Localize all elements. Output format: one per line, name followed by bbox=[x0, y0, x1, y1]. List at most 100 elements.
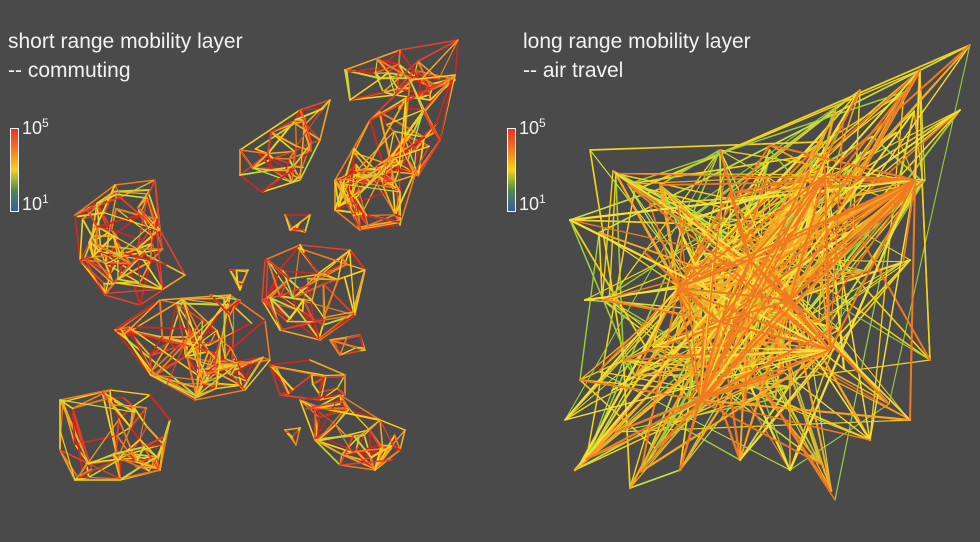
air-travel-edge bbox=[699, 179, 916, 401]
air-travel-edge bbox=[577, 286, 680, 468]
commuting-edge bbox=[150, 341, 170, 373]
commuting-edge bbox=[145, 425, 164, 446]
commuting-edge bbox=[261, 299, 281, 331]
commuting-edge bbox=[224, 347, 232, 360]
commuting-edge bbox=[365, 97, 407, 170]
commuting-edge bbox=[115, 193, 148, 199]
commuting-edge bbox=[314, 439, 319, 442]
commuting-edge bbox=[149, 354, 153, 373]
commuting-edge bbox=[79, 218, 84, 261]
commuting-edge bbox=[296, 308, 321, 341]
air-travel-edge bbox=[736, 69, 921, 226]
air-travel-edge bbox=[902, 179, 916, 263]
air-travel-edge bbox=[834, 179, 926, 328]
commuting-edge bbox=[159, 299, 164, 339]
commuting-edge bbox=[292, 283, 325, 299]
commuting-edge bbox=[107, 397, 117, 452]
commuting-edge bbox=[114, 329, 151, 376]
commuting-edge bbox=[195, 387, 217, 397]
commuting-edge bbox=[398, 97, 407, 166]
commuting-edge bbox=[136, 242, 154, 250]
commuting-edge bbox=[343, 276, 356, 316]
commuting-edge bbox=[81, 190, 116, 220]
commuting-legend-min: 101 bbox=[22, 192, 49, 214]
commuting-edge bbox=[359, 221, 402, 230]
commuting-edge bbox=[285, 167, 294, 184]
commuting-edge bbox=[239, 174, 263, 193]
commuting-edge bbox=[388, 156, 397, 160]
commuting-edge bbox=[235, 269, 247, 273]
commuting-edge bbox=[112, 446, 145, 456]
commuting-edge bbox=[349, 94, 396, 101]
commuting-edge bbox=[289, 298, 305, 320]
commuting-edge bbox=[117, 218, 158, 256]
commuting-edge bbox=[279, 244, 301, 271]
commuting-edge bbox=[369, 119, 384, 164]
commuting-edge bbox=[373, 49, 401, 74]
commuting-edge bbox=[353, 173, 366, 179]
commuting-edge bbox=[139, 260, 152, 284]
commuting-edge bbox=[148, 456, 158, 472]
commuting-edge bbox=[194, 389, 246, 401]
commuting-edge bbox=[373, 449, 401, 470]
commuting-edge bbox=[143, 446, 156, 468]
commuting-edge bbox=[119, 469, 161, 480]
air-travel-edge bbox=[699, 261, 714, 401]
commuting-edge bbox=[355, 167, 368, 172]
commuting-edge bbox=[407, 159, 420, 177]
commuting-edge bbox=[154, 460, 159, 470]
commuting-edge bbox=[251, 356, 264, 364]
commuting-edge bbox=[220, 340, 226, 360]
commuting-edge bbox=[182, 297, 225, 300]
air-travel-edge bbox=[672, 421, 741, 461]
commuting-edge bbox=[393, 434, 401, 451]
commuting-edge bbox=[279, 319, 326, 331]
commuting-edge bbox=[329, 339, 341, 356]
air-travel-title-line2: -- air travel bbox=[523, 59, 624, 82]
commuting-edge bbox=[299, 394, 341, 401]
commuting-edge bbox=[245, 269, 249, 273]
air-travel-edge bbox=[627, 174, 826, 185]
commuting-edge bbox=[293, 122, 321, 141]
commuting-edge bbox=[119, 327, 152, 376]
commuting-edge bbox=[355, 63, 400, 72]
commuting-edge bbox=[119, 327, 185, 346]
commuting-edge bbox=[269, 296, 281, 331]
commuting-edge bbox=[302, 127, 312, 152]
commuting-edge bbox=[382, 161, 389, 187]
commuting-edge bbox=[122, 397, 135, 408]
air-travel-edge bbox=[677, 259, 751, 289]
commuting-edge bbox=[265, 268, 282, 300]
commuting-edge bbox=[74, 443, 90, 465]
commuting-edge bbox=[264, 319, 271, 361]
commuting-edge bbox=[122, 298, 184, 336]
commuting-edge bbox=[135, 461, 159, 469]
commuting-edge bbox=[215, 384, 242, 390]
commuting-edge bbox=[83, 254, 119, 259]
commuting-edge bbox=[74, 208, 88, 216]
air-travel-edge bbox=[615, 172, 625, 361]
air-travel-edge bbox=[688, 109, 836, 221]
air-travel-edge bbox=[568, 218, 832, 352]
commuting-edge bbox=[229, 269, 239, 283]
commuting-edge bbox=[347, 187, 351, 198]
commuting-edge bbox=[390, 429, 406, 447]
commuting-edge bbox=[288, 149, 312, 160]
air-travel-edge bbox=[817, 179, 916, 323]
commuting-edge bbox=[352, 212, 363, 217]
commuting-edge bbox=[439, 77, 454, 141]
commuting-edge bbox=[367, 214, 396, 227]
air-travel-edge bbox=[788, 178, 917, 472]
commuting-edge bbox=[91, 234, 115, 258]
commuting-edge bbox=[71, 407, 93, 471]
commuting-edge bbox=[353, 151, 368, 170]
commuting-edge bbox=[175, 302, 204, 322]
commuting-panel: short range mobility layer -- commuting … bbox=[8, 30, 459, 481]
commuting-edge bbox=[376, 58, 390, 74]
commuting-edge bbox=[299, 99, 331, 111]
commuting-edge bbox=[128, 453, 158, 458]
commuting-edge bbox=[353, 119, 371, 154]
commuting-edge bbox=[348, 408, 370, 431]
commuting-edge bbox=[230, 374, 246, 391]
commuting-edge bbox=[305, 407, 348, 411]
